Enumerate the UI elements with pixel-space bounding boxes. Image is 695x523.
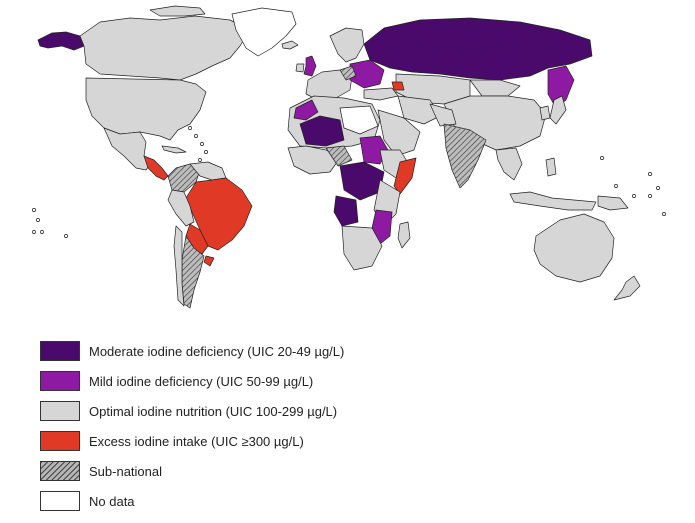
region-russia-far-east (547, 65, 575, 109)
region-iran (397, 95, 441, 125)
legend-swatch-moderate (40, 341, 80, 361)
region-southeast-asia (495, 147, 523, 181)
region-chile (173, 225, 185, 307)
legend-item-subnational: Sub-national (40, 456, 440, 486)
region-scandinavia (329, 27, 365, 63)
region-madagascar (397, 221, 411, 249)
region-nigeria (325, 145, 353, 167)
region-canada (79, 15, 251, 81)
region-tanzania (371, 209, 393, 245)
legend-swatch-nodata (40, 491, 80, 511)
region-mexico (103, 127, 151, 171)
region-arctic-islands (149, 5, 206, 17)
region-turkey (363, 87, 399, 101)
region-russia (363, 17, 593, 81)
region-australia (533, 213, 615, 283)
region-morocco (293, 99, 319, 121)
map-legend: Moderate iodine deficiency (UIC 20-49 µg… (40, 336, 440, 516)
legend-swatch-mild (40, 371, 80, 391)
region-caucasus (391, 81, 405, 91)
legend-swatch-subnational (40, 461, 80, 481)
legend-label-optimal: Optimal iodine nutrition (UIC 100-299 µg… (89, 403, 338, 419)
legend-label-moderate: Moderate iodine deficiency (UIC 20-49 µg… (89, 343, 345, 359)
region-usa (85, 77, 207, 141)
legend-label-excess: Excess iodine intake (UIC ≥300 µg/L) (89, 433, 304, 449)
legend-label-subnational: Sub-national (89, 463, 162, 479)
region-philippines (545, 157, 557, 177)
region-greenland (231, 7, 297, 57)
region-ireland (295, 63, 305, 73)
legend-item-moderate: Moderate iodine deficiency (UIC 20-49 µg… (40, 336, 440, 366)
legend-item-mild: Mild iodine deficiency (UIC 50-99 µg/L) (40, 366, 440, 396)
region-western-europe (305, 69, 353, 101)
region-angola (333, 195, 359, 227)
region-iceland (281, 40, 299, 50)
region-mongolia (469, 79, 521, 97)
region-papua-new-guinea (597, 195, 629, 211)
legend-item-excess: Excess iodine intake (UIC ≥300 µg/L) (40, 426, 440, 456)
region-afghanistan (429, 103, 457, 127)
legend-item-nodata: No data (40, 486, 440, 516)
legend-swatch-optimal (40, 401, 80, 421)
region-southern-africa (341, 225, 383, 271)
region-india (443, 123, 487, 189)
region-mali-niger (299, 115, 345, 147)
legend-label-nodata: No data (89, 493, 135, 509)
region-balkans (339, 65, 357, 81)
world-map (32, 5, 666, 309)
region-somalia (393, 157, 417, 195)
region-indonesia (509, 191, 597, 211)
region-uk (303, 55, 317, 77)
legend-label-mild: Mild iodine deficiency (UIC 50-99 µg/L) (89, 373, 314, 389)
region-japan (549, 95, 567, 125)
region-brazil (185, 177, 253, 251)
region-central-america (143, 155, 169, 181)
region-new-zealand (613, 275, 641, 301)
region-alaska (37, 31, 85, 51)
region-west-africa (287, 145, 341, 175)
legend-item-optimal: Optimal iodine nutrition (UIC 100-299 µg… (40, 396, 440, 426)
region-uruguay (203, 255, 215, 267)
region-saudi-arabia (377, 109, 421, 157)
legend-swatch-excess (40, 431, 80, 451)
region-cuba (161, 145, 187, 154)
region-libya-egypt (339, 105, 379, 135)
region-korea (539, 105, 551, 121)
